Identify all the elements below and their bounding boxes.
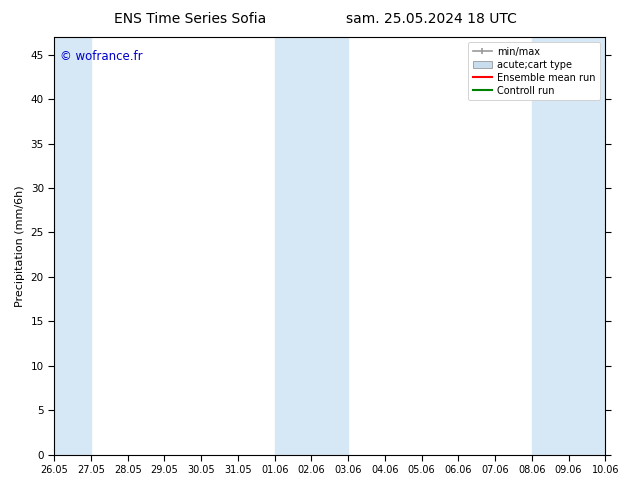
Y-axis label: Precipitation (mm/6h): Precipitation (mm/6h): [15, 185, 25, 307]
Text: sam. 25.05.2024 18 UTC: sam. 25.05.2024 18 UTC: [346, 12, 517, 26]
Text: ENS Time Series Sofia: ENS Time Series Sofia: [114, 12, 266, 26]
Legend: min/max, acute;cart type, Ensemble mean run, Controll run: min/max, acute;cart type, Ensemble mean …: [468, 42, 600, 100]
Text: © wofrance.fr: © wofrance.fr: [60, 49, 143, 63]
Bar: [55, 37, 91, 455]
Bar: [275, 37, 348, 455]
Bar: [532, 37, 605, 455]
